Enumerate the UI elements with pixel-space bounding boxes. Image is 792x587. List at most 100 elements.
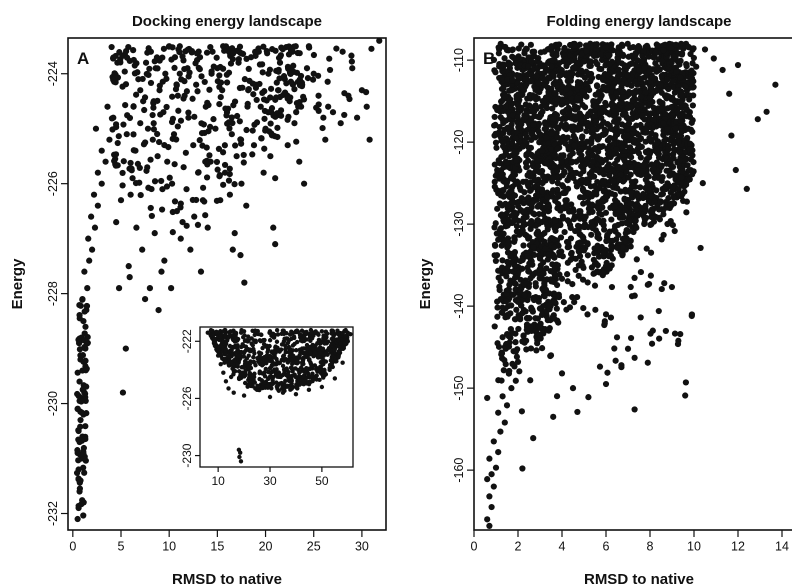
data-point bbox=[267, 329, 273, 334]
data-point bbox=[257, 376, 262, 382]
data-point bbox=[506, 281, 513, 288]
data-point bbox=[566, 304, 574, 311]
data-point bbox=[280, 354, 286, 359]
data-point bbox=[117, 197, 125, 204]
data-point bbox=[601, 320, 608, 327]
data-point bbox=[263, 366, 269, 372]
data-point bbox=[559, 213, 566, 220]
data-point bbox=[579, 276, 587, 283]
data-point bbox=[657, 81, 664, 89]
data-point bbox=[643, 245, 650, 252]
data-point bbox=[497, 225, 505, 232]
data-point bbox=[580, 223, 587, 230]
data-point bbox=[536, 275, 543, 282]
data-point bbox=[682, 379, 689, 386]
data-point bbox=[209, 48, 216, 55]
data-point bbox=[264, 344, 269, 349]
data-point bbox=[550, 116, 557, 123]
data-point bbox=[598, 204, 605, 211]
data-point bbox=[163, 183, 171, 190]
data-point bbox=[562, 197, 569, 204]
data-point bbox=[533, 85, 540, 92]
data-point bbox=[519, 338, 526, 345]
data-point bbox=[174, 92, 181, 99]
data-point bbox=[563, 98, 571, 105]
data-point bbox=[230, 50, 237, 57]
data-point bbox=[244, 100, 251, 107]
data-point bbox=[499, 257, 506, 264]
data-point bbox=[235, 343, 240, 348]
data-point bbox=[666, 172, 673, 179]
data-point bbox=[503, 68, 511, 75]
data-point bbox=[249, 375, 255, 380]
data-point bbox=[233, 330, 239, 336]
data-point bbox=[323, 351, 329, 357]
data-point bbox=[528, 130, 535, 137]
data-point bbox=[151, 230, 158, 237]
data-point bbox=[545, 90, 552, 97]
data-point bbox=[548, 146, 555, 153]
data-point bbox=[517, 316, 524, 323]
data-point bbox=[584, 112, 591, 120]
data-point bbox=[589, 201, 596, 208]
data-point bbox=[688, 67, 695, 74]
data-point bbox=[226, 386, 231, 391]
data-point bbox=[226, 353, 232, 359]
data-point bbox=[527, 377, 534, 384]
panel-b-frame bbox=[473, 37, 792, 531]
data-point bbox=[300, 96, 308, 103]
data-point bbox=[676, 157, 684, 164]
data-point bbox=[258, 135, 265, 142]
data-point bbox=[610, 112, 617, 120]
data-point bbox=[614, 185, 621, 192]
data-point bbox=[554, 96, 561, 103]
data-point bbox=[527, 41, 534, 48]
data-point bbox=[74, 515, 81, 523]
data-point bbox=[156, 138, 163, 146]
data-point bbox=[626, 144, 634, 151]
data-point bbox=[162, 70, 169, 77]
data-point bbox=[638, 58, 645, 65]
data-point bbox=[580, 58, 588, 65]
data-point bbox=[258, 332, 264, 337]
data-point bbox=[534, 157, 541, 165]
data-point bbox=[141, 296, 149, 303]
data-point bbox=[194, 221, 202, 228]
data-point bbox=[574, 408, 581, 416]
data-point bbox=[631, 274, 638, 282]
data-point bbox=[646, 68, 653, 75]
data-point bbox=[609, 237, 616, 244]
data-point bbox=[547, 352, 555, 359]
data-point bbox=[231, 230, 238, 237]
data-point bbox=[512, 316, 519, 323]
data-point bbox=[115, 285, 123, 292]
data-point bbox=[610, 178, 617, 185]
data-point bbox=[534, 340, 541, 347]
data-point bbox=[622, 110, 629, 117]
data-point bbox=[536, 59, 543, 67]
panel-b-points bbox=[484, 40, 779, 530]
data-point bbox=[653, 187, 660, 194]
data-point bbox=[499, 304, 506, 311]
data-point bbox=[678, 174, 685, 181]
data-point bbox=[672, 41, 680, 48]
data-point bbox=[672, 125, 679, 132]
data-point bbox=[215, 145, 223, 153]
data-point bbox=[125, 263, 132, 270]
data-point bbox=[656, 335, 663, 342]
x-tick-label: 25 bbox=[307, 540, 321, 554]
data-point bbox=[631, 354, 638, 361]
data-point bbox=[296, 50, 303, 57]
data-point bbox=[147, 204, 154, 212]
data-point bbox=[688, 119, 695, 126]
data-point bbox=[642, 202, 649, 209]
data-point bbox=[553, 82, 560, 89]
data-point bbox=[650, 89, 657, 97]
y-tick-label: -130 bbox=[452, 212, 466, 237]
data-point bbox=[497, 296, 504, 303]
data-point bbox=[292, 341, 297, 347]
data-point bbox=[671, 53, 678, 60]
panel-a-ylabel: Energy bbox=[9, 258, 26, 310]
data-point bbox=[531, 48, 538, 55]
y-tick-label: -224 bbox=[46, 61, 60, 86]
